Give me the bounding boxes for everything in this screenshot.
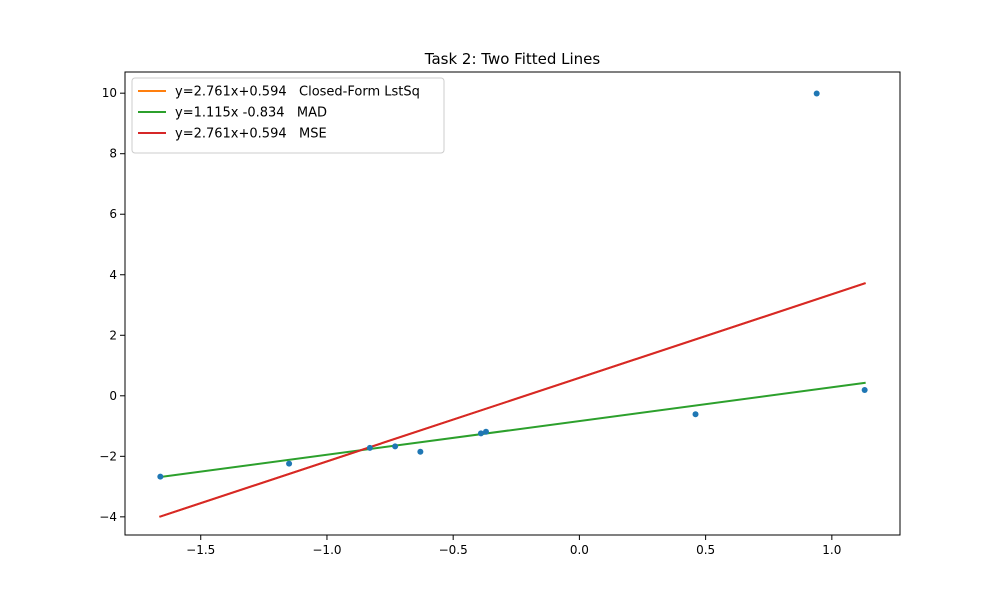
x-tick-label: −1.0	[312, 543, 341, 557]
x-tick-label: −1.5	[186, 543, 215, 557]
data-point	[366, 444, 373, 451]
data-point	[157, 473, 164, 480]
data-point	[477, 430, 484, 437]
data-point	[286, 460, 293, 467]
y-axis-ticks: −4 −2 0 2 4 6 8 10	[99, 86, 125, 524]
chart-title: Task 2: Two Fitted Lines	[424, 50, 601, 68]
x-tick-label: 1.0	[822, 543, 841, 557]
legend-entry-label: y=1.115x -0.834 MAD	[175, 106, 327, 121]
data-point	[392, 443, 399, 450]
y-tick-label: −4	[99, 510, 117, 524]
legend-box	[131, 77, 445, 154]
x-tick-label: 0.5	[696, 543, 715, 557]
data-point	[692, 411, 699, 418]
plot-area: −1.5 −1.0 −0.5 0.0 0.5 1.0 −4 −2 0 2 4 6 8 10	[99, 71, 901, 557]
data-point	[813, 90, 820, 97]
x-tick-label: −0.5	[439, 543, 468, 557]
y-tick-label: 8	[109, 147, 117, 161]
legend-entry-label: y=2.761x+0.594 MSE	[175, 127, 327, 142]
data-point	[861, 387, 868, 394]
fitted-lines	[159, 282, 866, 518]
y-tick-label: 0	[109, 389, 117, 403]
data-points	[157, 90, 868, 480]
y-tick-label: 10	[102, 86, 117, 100]
y-tick-label: 4	[109, 268, 117, 282]
data-point	[417, 448, 424, 455]
series-line-2	[159, 282, 866, 518]
legend: y=2.761x+0.594 Closed-Form LstSq y=1.115x…	[131, 77, 445, 154]
data-point	[482, 428, 489, 435]
x-axis-ticks: −1.5 −1.0 −0.5 0.0 0.5 1.0	[186, 535, 841, 557]
y-tick-label: −2	[99, 449, 117, 463]
y-tick-label: 6	[109, 207, 117, 221]
legend-entry-label: y=2.761x+0.594 Closed-Form LstSq	[175, 85, 420, 100]
series-line-1	[159, 381, 866, 479]
axes-frame	[124, 71, 901, 536]
y-tick-label: 2	[109, 328, 117, 342]
x-tick-label: 0.0	[570, 543, 589, 557]
